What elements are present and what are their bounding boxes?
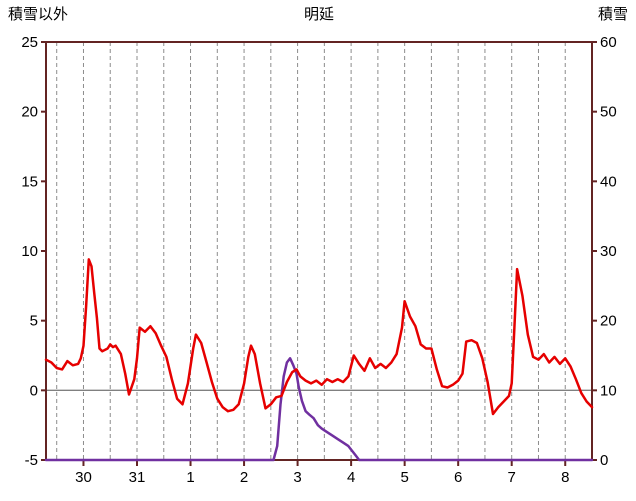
y-left-tick-label: 10 <box>21 243 38 260</box>
x-tick-label: 8 <box>561 469 569 486</box>
y-left-tick-label: 15 <box>21 173 38 190</box>
snow-line <box>44 357 594 462</box>
x-tick-label: 4 <box>347 469 355 486</box>
y-right-tick-label: 10 <box>600 382 617 399</box>
y-left-tick-label: 20 <box>21 104 38 121</box>
y-left-tick-label: -5 <box>25 452 38 469</box>
y-left-tick-label: 25 <box>21 34 38 51</box>
x-tick-label: 5 <box>400 469 408 486</box>
chart-title: 明延 <box>303 6 334 23</box>
temp-line <box>44 258 594 416</box>
y-right-tick-label: 30 <box>600 243 617 260</box>
y-left-tick-label: 5 <box>30 313 38 330</box>
x-tick-label: 3 <box>293 469 301 486</box>
plot-area <box>46 42 592 460</box>
y-right-tick-label: 0 <box>600 452 608 469</box>
y-right-tick-label: 40 <box>600 173 617 190</box>
y-right-tick-label: 60 <box>600 34 617 51</box>
right-axis-title: 積雪 <box>597 6 628 23</box>
y-right-tick-label: 20 <box>600 313 617 330</box>
x-tick-label: 2 <box>240 469 248 486</box>
y-right-tick-label: 50 <box>600 104 617 121</box>
left-axis-title: 積雪以外 <box>8 6 69 23</box>
x-tick-label: 7 <box>508 469 516 486</box>
x-tick-label: 6 <box>454 469 462 486</box>
y-left-tick-label: 0 <box>30 382 38 399</box>
x-tick-label: 31 <box>129 469 146 486</box>
x-tick-label: 30 <box>75 469 92 486</box>
x-tick-label: 1 <box>186 469 194 486</box>
